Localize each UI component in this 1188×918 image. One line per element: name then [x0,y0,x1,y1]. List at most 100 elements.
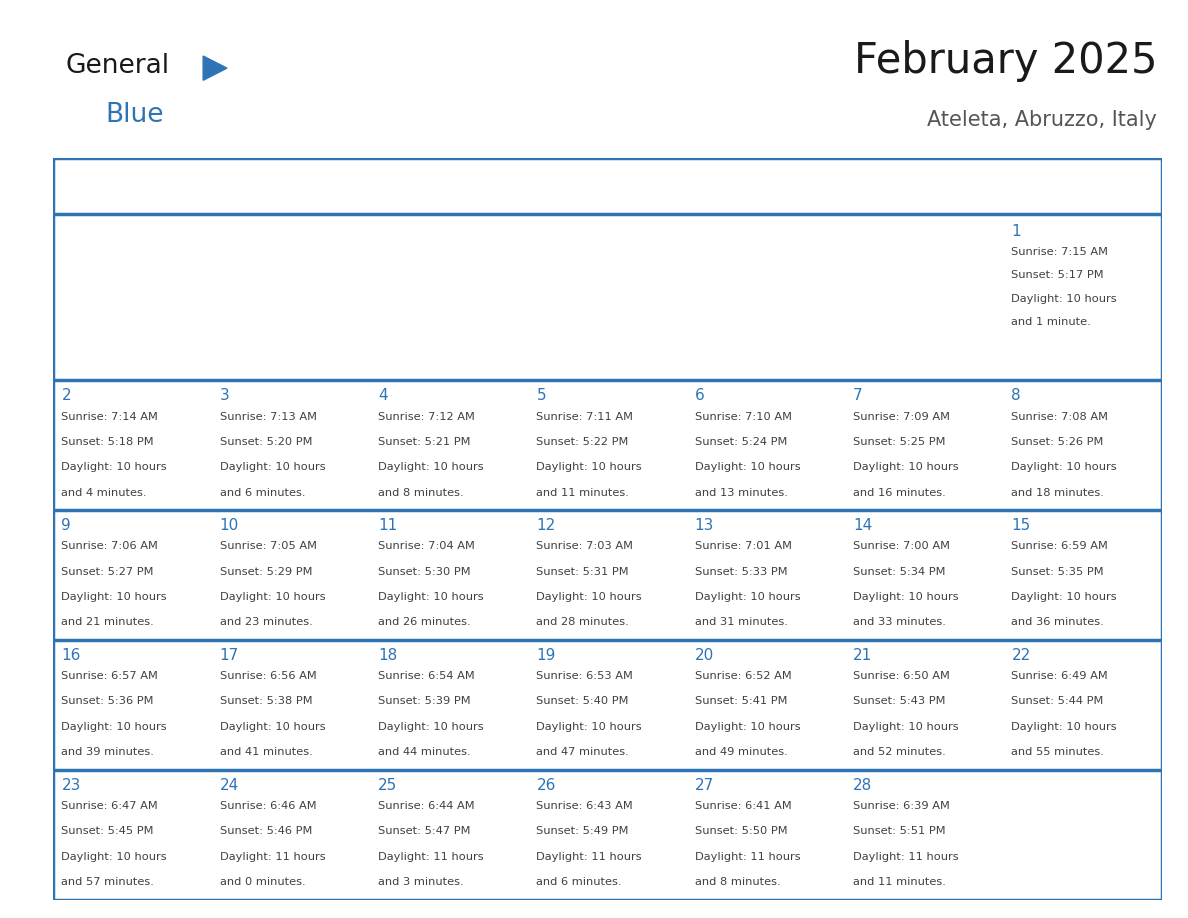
Text: Sunrise: 7:10 AM: Sunrise: 7:10 AM [695,411,791,421]
Text: and 16 minutes.: and 16 minutes. [853,487,946,498]
Text: 3: 3 [220,388,229,403]
Text: Sunset: 5:38 PM: Sunset: 5:38 PM [220,697,312,707]
Text: 5: 5 [537,388,546,403]
Text: Sunset: 5:34 PM: Sunset: 5:34 PM [853,566,946,577]
Text: Sunset: 5:24 PM: Sunset: 5:24 PM [695,437,788,447]
Text: Sunset: 5:25 PM: Sunset: 5:25 PM [853,437,946,447]
Text: 22: 22 [1011,648,1031,663]
Text: Daylight: 10 hours: Daylight: 10 hours [378,462,484,472]
Text: 19: 19 [537,648,556,663]
Text: 1: 1 [1011,224,1020,239]
Text: Daylight: 10 hours: Daylight: 10 hours [853,592,959,602]
Text: and 21 minutes.: and 21 minutes. [62,617,154,627]
Text: Sunrise: 6:50 AM: Sunrise: 6:50 AM [853,671,950,681]
Text: Sunrise: 6:49 AM: Sunrise: 6:49 AM [1011,671,1108,681]
Text: Sunset: 5:36 PM: Sunset: 5:36 PM [62,697,154,707]
Text: Daylight: 10 hours: Daylight: 10 hours [62,852,168,862]
Text: Sunset: 5:29 PM: Sunset: 5:29 PM [220,566,312,577]
Text: Sunrise: 6:54 AM: Sunrise: 6:54 AM [378,671,475,681]
Text: and 49 minutes.: and 49 minutes. [695,747,788,757]
Text: and 3 minutes.: and 3 minutes. [378,877,463,887]
Text: Daylight: 10 hours: Daylight: 10 hours [853,462,959,472]
Text: Sunrise: 6:47 AM: Sunrise: 6:47 AM [62,801,158,811]
Text: 20: 20 [695,648,714,663]
Text: 2: 2 [62,388,71,403]
Text: Friday: Friday [854,178,899,193]
Polygon shape [203,56,227,80]
Text: Sunrise: 7:14 AM: Sunrise: 7:14 AM [62,411,158,421]
Text: Saturday: Saturday [1013,178,1079,193]
Text: Daylight: 10 hours: Daylight: 10 hours [1011,462,1117,472]
Text: Blue: Blue [106,102,164,128]
Text: and 33 minutes.: and 33 minutes. [853,617,946,627]
Text: and 47 minutes.: and 47 minutes. [537,747,630,757]
Text: Thursday: Thursday [696,178,765,193]
Text: Sunrise: 6:57 AM: Sunrise: 6:57 AM [62,671,158,681]
Text: Sunset: 5:27 PM: Sunset: 5:27 PM [62,566,154,577]
Text: and 11 minutes.: and 11 minutes. [537,487,630,498]
Text: 13: 13 [695,518,714,533]
Text: Daylight: 11 hours: Daylight: 11 hours [853,852,959,862]
Text: Daylight: 10 hours: Daylight: 10 hours [1011,722,1117,732]
Text: Ateleta, Abruzzo, Italy: Ateleta, Abruzzo, Italy [928,110,1157,130]
Text: 11: 11 [378,518,397,533]
Text: Sunset: 5:22 PM: Sunset: 5:22 PM [537,437,628,447]
Text: Sunrise: 6:53 AM: Sunrise: 6:53 AM [537,671,633,681]
Text: 18: 18 [378,648,397,663]
Text: and 52 minutes.: and 52 minutes. [853,747,946,757]
Text: Daylight: 11 hours: Daylight: 11 hours [378,852,484,862]
Text: Daylight: 11 hours: Daylight: 11 hours [537,852,642,862]
Text: 24: 24 [220,778,239,792]
Text: Sunset: 5:43 PM: Sunset: 5:43 PM [853,697,946,707]
Text: 16: 16 [62,648,81,663]
Text: Monday: Monday [221,178,279,193]
Text: 4: 4 [378,388,387,403]
Text: Sunset: 5:30 PM: Sunset: 5:30 PM [378,566,470,577]
Text: 7: 7 [853,388,862,403]
Text: Sunrise: 7:09 AM: Sunrise: 7:09 AM [853,411,950,421]
Text: Daylight: 11 hours: Daylight: 11 hours [695,852,801,862]
Text: Daylight: 10 hours: Daylight: 10 hours [62,592,168,602]
Text: 27: 27 [695,778,714,792]
Text: and 23 minutes.: and 23 minutes. [220,617,312,627]
Text: Sunset: 5:18 PM: Sunset: 5:18 PM [62,437,154,447]
Text: Sunrise: 7:15 AM: Sunrise: 7:15 AM [1011,247,1108,257]
Text: Sunrise: 6:43 AM: Sunrise: 6:43 AM [537,801,633,811]
Text: Sunset: 5:26 PM: Sunset: 5:26 PM [1011,437,1104,447]
Text: Daylight: 10 hours: Daylight: 10 hours [853,722,959,732]
Text: Sunrise: 7:05 AM: Sunrise: 7:05 AM [220,542,317,552]
Text: Sunrise: 7:06 AM: Sunrise: 7:06 AM [62,542,158,552]
Text: Sunset: 5:50 PM: Sunset: 5:50 PM [695,826,788,836]
Text: Sunrise: 6:46 AM: Sunrise: 6:46 AM [220,801,316,811]
Text: 21: 21 [853,648,872,663]
Text: Sunset: 5:35 PM: Sunset: 5:35 PM [1011,566,1104,577]
Text: and 0 minutes.: and 0 minutes. [220,877,305,887]
Text: 12: 12 [537,518,556,533]
Text: Sunset: 5:17 PM: Sunset: 5:17 PM [1011,270,1104,280]
Text: 6: 6 [695,388,704,403]
Text: Daylight: 10 hours: Daylight: 10 hours [695,722,801,732]
Text: 23: 23 [62,778,81,792]
Text: Sunrise: 6:39 AM: Sunrise: 6:39 AM [853,801,950,811]
Text: and 26 minutes.: and 26 minutes. [378,617,470,627]
Text: and 13 minutes.: and 13 minutes. [695,487,788,498]
Text: Sunset: 5:51 PM: Sunset: 5:51 PM [853,826,946,836]
Text: Sunrise: 7:08 AM: Sunrise: 7:08 AM [1011,411,1108,421]
Text: and 4 minutes.: and 4 minutes. [62,487,147,498]
Text: February 2025: February 2025 [854,39,1157,82]
Text: Sunset: 5:39 PM: Sunset: 5:39 PM [378,697,470,707]
Text: Daylight: 10 hours: Daylight: 10 hours [537,722,642,732]
Text: Daylight: 10 hours: Daylight: 10 hours [695,592,801,602]
Text: and 31 minutes.: and 31 minutes. [695,617,788,627]
Text: and 39 minutes.: and 39 minutes. [62,747,154,757]
Text: Daylight: 10 hours: Daylight: 10 hours [220,592,326,602]
Text: General: General [65,53,170,79]
Text: Sunrise: 7:03 AM: Sunrise: 7:03 AM [537,542,633,552]
Text: Sunrise: 7:00 AM: Sunrise: 7:00 AM [853,542,950,552]
Text: Sunset: 5:44 PM: Sunset: 5:44 PM [1011,697,1104,707]
Text: Daylight: 10 hours: Daylight: 10 hours [220,722,326,732]
Text: and 28 minutes.: and 28 minutes. [537,617,630,627]
Text: Sunset: 5:47 PM: Sunset: 5:47 PM [378,826,470,836]
Text: Daylight: 10 hours: Daylight: 10 hours [62,722,168,732]
Text: Daylight: 10 hours: Daylight: 10 hours [695,462,801,472]
